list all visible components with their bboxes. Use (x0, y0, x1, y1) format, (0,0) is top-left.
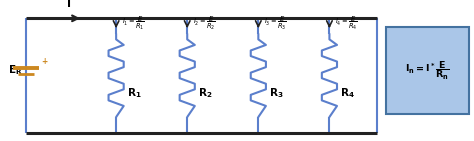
Text: +: + (42, 57, 48, 66)
Text: $I_{3}=\dfrac{E}{R_{3}}$: $I_{3}=\dfrac{E}{R_{3}}$ (264, 15, 287, 32)
Text: $I_{2}=\dfrac{E}{R_{2}}$: $I_{2}=\dfrac{E}{R_{2}}$ (193, 15, 216, 32)
Text: $\mathbf{R_{4}}$: $\mathbf{R_{4}}$ (340, 86, 355, 100)
Text: $\mathbf{I_n=I^*\dfrac{E}{R_n}}$: $\mathbf{I_n=I^*\dfrac{E}{R_n}}$ (405, 59, 450, 82)
Text: $I_{1}=\dfrac{E}{R_{1}}$: $I_{1}=\dfrac{E}{R_{1}}$ (122, 15, 145, 32)
Text: $I_{4}=\dfrac{E}{R_{4}}$: $I_{4}=\dfrac{E}{R_{4}}$ (335, 15, 358, 32)
FancyBboxPatch shape (386, 27, 469, 114)
Text: $\mathbf{I}$: $\mathbf{I}$ (66, 0, 71, 9)
Text: $\mathbf{E_R}$: $\mathbf{E_R}$ (8, 63, 22, 77)
Text: $\mathbf{R_{2}}$: $\mathbf{R_{2}}$ (198, 86, 212, 100)
Text: $\mathbf{R_{3}}$: $\mathbf{R_{3}}$ (269, 86, 283, 100)
Text: $\mathbf{R_{1}}$: $\mathbf{R_{1}}$ (127, 86, 141, 100)
